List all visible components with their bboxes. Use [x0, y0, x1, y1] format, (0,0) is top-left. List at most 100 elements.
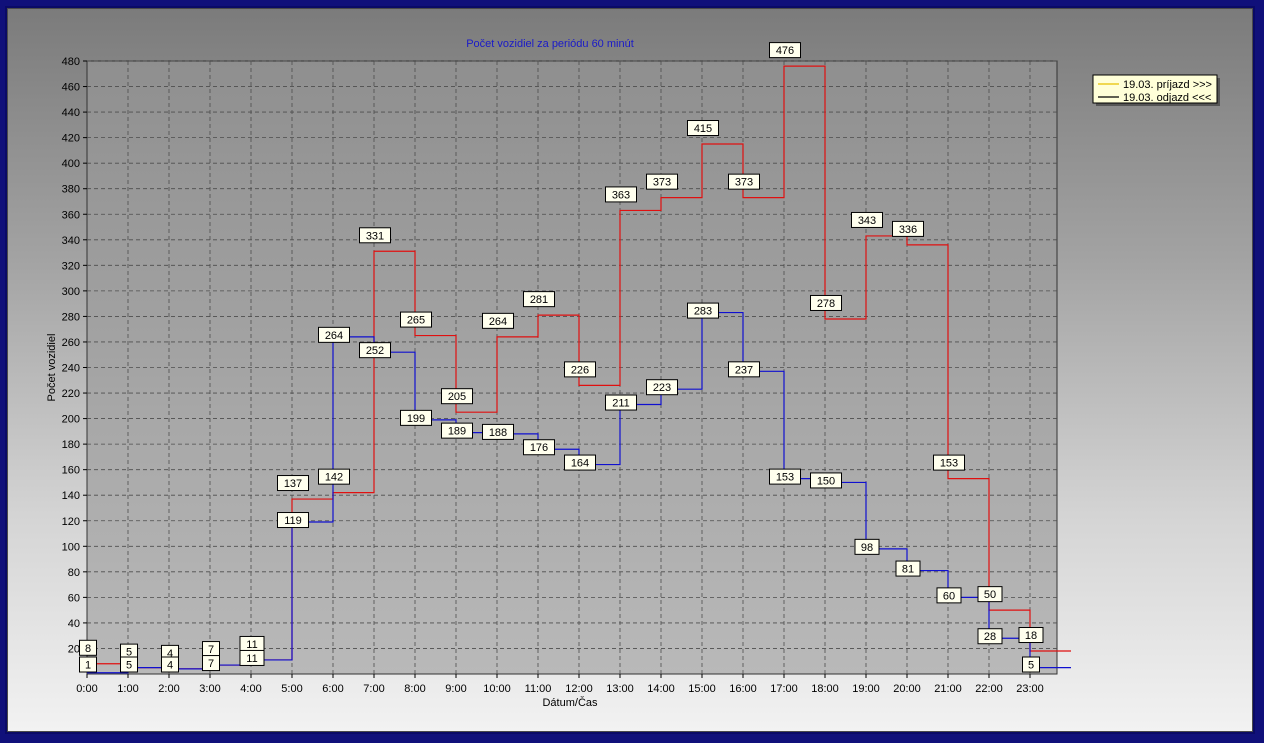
legend-label-departure: 19.03. odjazd <<<	[1123, 92, 1211, 104]
data-label-box	[892, 220, 924, 237]
x-tick-label: 6:00	[322, 683, 343, 695]
data-label-box	[239, 649, 265, 666]
x-tick-label: 11:00	[525, 683, 552, 695]
data-label-box	[810, 294, 842, 311]
data-label: 1	[85, 660, 91, 672]
data-label: 5	[1028, 660, 1034, 672]
grid-lines	[87, 60, 1057, 674]
data-label: 188	[489, 427, 507, 439]
data-label: 415	[694, 123, 712, 135]
y-tick-label: 100	[62, 541, 80, 553]
y-tick-label: 40	[68, 618, 80, 630]
data-label-box	[359, 227, 391, 244]
y-tick-label: 120	[62, 516, 80, 528]
y-tick-label: 20	[68, 643, 80, 655]
data-label-box	[564, 454, 596, 471]
y-tick-label: 140	[62, 490, 80, 502]
x-tick-label: 9:00	[445, 683, 466, 695]
data-label-box	[1022, 656, 1040, 673]
data-label-box	[1018, 627, 1044, 644]
data-label: 264	[489, 316, 507, 328]
data-labels: 8 5 4 7 111371423312652052642812263633734153…	[79, 42, 1044, 673]
y-tick-label: 440	[62, 107, 80, 119]
chart-canvas: 2040608010012014016018020022024026028030…	[46, 38, 1220, 709]
data-label: 264	[325, 330, 343, 342]
data-label: 283	[694, 306, 712, 318]
y-tick-label: 160	[62, 465, 80, 477]
y-tick-label: 420	[62, 133, 80, 145]
y-tick-label: 300	[62, 286, 80, 298]
data-label-box	[977, 586, 1003, 603]
data-label-box	[854, 538, 880, 555]
y-tick-label: 360	[62, 209, 80, 221]
data-label-box	[728, 361, 760, 378]
x-tick-label: 4:00	[240, 683, 261, 695]
x-tick-label: 16:00	[729, 683, 757, 695]
data-label-box	[318, 468, 350, 485]
data-label: 60	[943, 590, 955, 602]
data-label: 11	[246, 653, 257, 665]
data-label: 252	[366, 345, 384, 357]
x-tick-label: 10:00	[483, 683, 511, 695]
data-label-box	[687, 302, 719, 319]
data-label-box	[728, 173, 760, 190]
data-label: 150	[817, 475, 835, 487]
x-tick-label: 13:00	[606, 683, 634, 695]
data-label: 226	[571, 364, 589, 376]
x-tick-label: 15:00	[688, 683, 716, 695]
data-label-box	[687, 120, 719, 137]
data-label: 176	[530, 442, 548, 454]
x-tick-label: 5:00	[281, 683, 302, 695]
data-label-box	[318, 326, 350, 343]
data-label-box	[769, 42, 801, 59]
data-label: 153	[776, 472, 794, 484]
data-label-box	[769, 468, 801, 485]
data-label: 7	[208, 658, 214, 670]
data-label: 363	[612, 189, 630, 201]
data-label-box	[933, 454, 965, 471]
data-label: 8	[85, 643, 91, 655]
data-label-box	[161, 656, 179, 673]
x-tick-label: 18:00	[811, 683, 839, 695]
data-label: 164	[571, 458, 589, 470]
data-label-box	[277, 512, 309, 529]
data-label-box	[851, 211, 883, 228]
data-label: 5	[126, 647, 132, 659]
data-label: 18	[1025, 630, 1037, 642]
data-label: 81	[902, 564, 914, 576]
data-label-box	[400, 311, 432, 328]
data-label-box	[523, 439, 555, 456]
data-label: 211	[612, 398, 630, 410]
data-label-box	[482, 423, 514, 440]
x-tick-label: 20:00	[893, 683, 921, 695]
data-label-box	[564, 361, 596, 378]
y-tick-label: 180	[62, 439, 80, 451]
data-label-box	[79, 656, 97, 673]
data-label: 5	[126, 660, 132, 672]
data-label-box	[605, 394, 637, 411]
data-label-box	[936, 587, 962, 604]
y-tick-label: 380	[62, 184, 80, 196]
x-tick-label: 7:00	[363, 683, 384, 695]
data-label-box	[646, 379, 678, 396]
data-label-box	[202, 655, 220, 672]
x-tick-label: 1:00	[117, 683, 138, 695]
axes: 2040608010012014016018020022024026028030…	[62, 56, 1044, 695]
data-label: 7	[208, 644, 214, 656]
chart-window: 20 40 60 80 100 120 140 160 180 200 220 240 260 280 30…	[5, 6, 1255, 734]
data-label: 153	[940, 458, 958, 470]
legend: 19.03. príjazd >>> 19.03. odjazd <<<	[1092, 74, 1220, 106]
data-label: 50	[984, 589, 996, 601]
data-label-box	[646, 173, 678, 190]
data-label: 199	[407, 413, 425, 425]
data-label: 205	[448, 391, 466, 403]
x-tick-label: 23:00	[1016, 683, 1044, 695]
y-tick-label: 200	[62, 414, 80, 426]
data-label: 265	[407, 315, 425, 327]
x-tick-label: 0:00	[76, 683, 97, 695]
data-label-box	[441, 422, 473, 439]
x-tick-label: 8:00	[404, 683, 425, 695]
data-label-box	[605, 186, 637, 203]
chart-title: Počet vozidiel za periódu 60 minút	[466, 38, 634, 50]
y-tick-label: 260	[62, 337, 80, 349]
